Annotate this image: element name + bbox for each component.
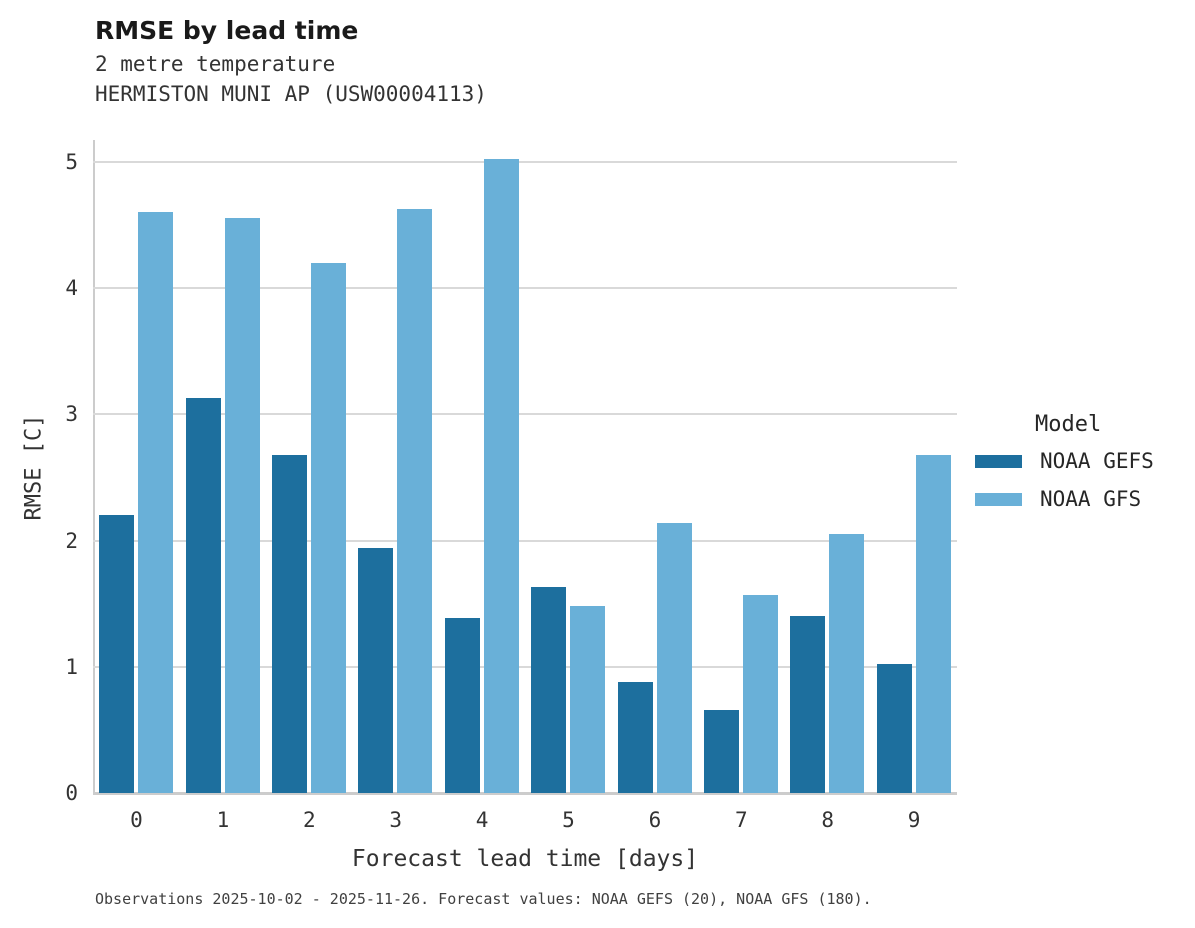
y-tick-label-5: 5	[65, 150, 78, 174]
gridline-y-5	[93, 161, 957, 163]
bar-noaa-gefs-day-0	[99, 515, 135, 793]
gridline-y-3	[93, 413, 957, 416]
y-tick-label-4: 4	[65, 276, 78, 301]
bar-group-2	[266, 140, 352, 793]
bar-noaa-gefs-day-3	[358, 548, 394, 793]
legend-swatch-noaa-gfs	[975, 492, 1022, 506]
bar-group-9	[871, 140, 957, 793]
bar-noaa-gfs-day-2	[310, 262, 346, 793]
bar-noaa-gfs-day-0	[138, 212, 174, 793]
y-axis-line	[93, 140, 95, 793]
x-tick-label-6: 6	[648, 808, 662, 832]
x-axis-line	[93, 792, 957, 795]
bar-group-7	[698, 140, 784, 793]
y-tick-label-0: 0	[65, 781, 78, 805]
bar-group-3	[352, 140, 438, 793]
chart-subtitle-variable: 2 metre temperature	[95, 52, 336, 76]
x-tick-label-0: 0	[130, 808, 143, 832]
bar-noaa-gefs-day-9	[876, 664, 912, 793]
bar-group-6	[611, 140, 697, 793]
legend: Model NOAA GEFS NOAA GFS	[975, 412, 1154, 525]
bar-group-8	[784, 140, 870, 793]
bar-noaa-gfs-day-9	[915, 454, 951, 793]
y-tick-label-1: 1	[65, 654, 78, 679]
chart-title: RMSE by lead time	[95, 16, 359, 45]
y-tick-label-3: 3	[65, 402, 78, 427]
bar-noaa-gfs-day-3	[397, 208, 433, 793]
x-tick-label-1: 1	[216, 808, 230, 832]
chart-subtitle-station: HERMISTON MUNI AP (USW00004113)	[95, 82, 487, 106]
x-tick-label-4: 4	[475, 808, 489, 832]
bar-noaa-gfs-day-1	[224, 217, 260, 793]
bar-group-5	[525, 140, 611, 793]
x-tick-label-3: 3	[389, 808, 403, 832]
gridline-y-1	[93, 665, 957, 668]
x-axis-title: Forecast lead time [days]	[351, 846, 699, 872]
x-tick-label-9: 9	[907, 808, 921, 832]
bar-noaa-gfs-day-7	[742, 594, 778, 793]
bar-noaa-gfs-day-8	[829, 534, 865, 793]
legend-entry-noaa-gfs: NOAA GFS	[975, 487, 1154, 511]
legend-swatch-noaa-gefs	[975, 454, 1022, 468]
bar-noaa-gfs-day-6	[656, 522, 692, 793]
x-tick-label-7: 7	[734, 808, 748, 832]
bar-group-1	[179, 140, 265, 793]
gridline-y-4	[93, 287, 957, 290]
bar-noaa-gefs-day-4	[444, 617, 480, 793]
legend-label-noaa-gefs: NOAA GEFS	[1040, 449, 1154, 473]
y-tick-label-2: 2	[65, 528, 78, 553]
bar-noaa-gefs-day-6	[617, 681, 653, 793]
legend-entry-noaa-gefs: NOAA GEFS	[975, 449, 1154, 473]
bar-noaa-gefs-day-8	[790, 616, 826, 793]
bar-group-4	[439, 140, 525, 793]
x-tick-label-5: 5	[562, 808, 575, 832]
legend-title: Model	[1035, 412, 1102, 437]
gridline-y-2	[93, 539, 957, 542]
bar-noaa-gfs-day-5	[570, 606, 606, 793]
plot-area	[93, 140, 957, 795]
x-tick-label-2: 2	[302, 808, 316, 832]
bar-noaa-gefs-day-2	[271, 454, 307, 793]
bar-group-0	[93, 140, 179, 793]
bar-noaa-gefs-day-5	[531, 587, 567, 793]
bar-noaa-gefs-day-1	[185, 398, 221, 793]
chart-caption: Observations 2025-10-02 - 2025-11-26. Fo…	[95, 890, 872, 908]
x-tick-label-8: 8	[821, 808, 835, 832]
legend-label-noaa-gfs: NOAA GFS	[1040, 487, 1142, 511]
bar-noaa-gefs-day-7	[703, 709, 739, 793]
bar-noaa-gfs-day-4	[483, 159, 519, 793]
